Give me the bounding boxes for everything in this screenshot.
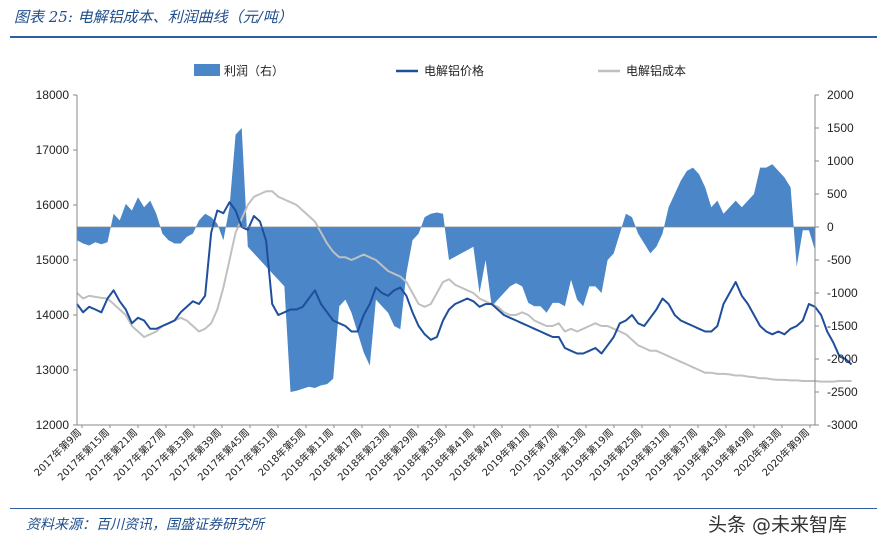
left-tick-label: 14000 <box>36 308 70 322</box>
right-tick-label: -3000 <box>827 418 858 432</box>
profit-cost-chart: 利润（右） 电解铝价格 电解铝成本 120001300014000150001600… <box>31 63 858 483</box>
series-lines-layer <box>76 190 853 383</box>
watermark-text: 头条 @未来智库 <box>708 514 848 536</box>
left-tick-label: 16000 <box>36 198 70 212</box>
right-tick-label: 2000 <box>827 88 854 102</box>
cost-line <box>76 190 852 383</box>
source-note: 资料来源：百川资讯，国盛证券研究所 <box>26 517 264 533</box>
right-tick-label: 0 <box>827 220 834 234</box>
x-tick-label: 2020年第9周 <box>759 426 812 479</box>
right-tick-label: -2000 <box>827 352 858 366</box>
chart-legend: 利润（右） 电解铝价格 电解铝成本 <box>194 63 686 78</box>
right-tick-label: 1500 <box>827 121 854 135</box>
chart-title: 图表 25: 电解铝成本、利润曲线（元/吨） <box>14 8 293 26</box>
left-tick-label: 13000 <box>36 363 70 377</box>
right-tick-label: -1000 <box>827 286 858 300</box>
left-tick-label: 18000 <box>36 88 70 102</box>
right-tick-label: 500 <box>827 187 847 201</box>
left-tick-label: 12000 <box>36 418 70 432</box>
legend-label-cost: 电解铝成本 <box>626 63 686 78</box>
left-tick-label: 15000 <box>36 253 70 267</box>
profit-area <box>77 128 815 392</box>
legend-label-price: 电解铝价格 <box>424 63 484 78</box>
right-tick-label: -1500 <box>827 319 858 333</box>
left-tick-label: 17000 <box>36 143 70 157</box>
legend-swatch-profit <box>194 64 220 76</box>
right-tick-label: -2500 <box>827 385 858 399</box>
profit-area-layer <box>77 128 815 392</box>
right-tick-label: 1000 <box>827 154 854 168</box>
footer-rule <box>10 508 877 509</box>
price-line <box>76 201 853 366</box>
header-rule <box>10 36 877 38</box>
legend-label-profit: 利润（右） <box>224 63 284 78</box>
right-tick-label: -500 <box>827 253 851 267</box>
